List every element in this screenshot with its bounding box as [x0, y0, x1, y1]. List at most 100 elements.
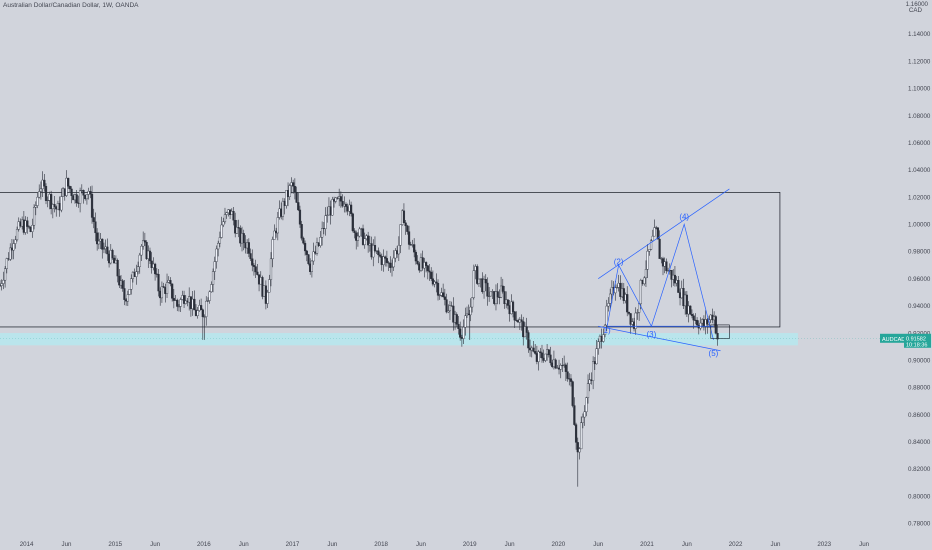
candle-body [4, 268, 7, 281]
candle-body [208, 291, 211, 301]
candle-body [315, 242, 319, 254]
candle-body [426, 265, 429, 272]
candle-body [135, 271, 138, 277]
candle-body [36, 196, 39, 206]
wave-label: (4) [679, 213, 689, 222]
candle-body [293, 185, 296, 193]
candle-body [169, 280, 172, 285]
candle-body [457, 324, 460, 330]
candle-body [547, 349, 550, 356]
candle-body [38, 191, 41, 198]
candle-body [89, 191, 92, 195]
candle-body [488, 295, 491, 297]
candle-body [367, 235, 370, 246]
candle-body [602, 334, 605, 342]
candle-body [303, 242, 307, 252]
candle-body [377, 250, 380, 256]
candle-body [2, 279, 5, 284]
candle-body [34, 205, 37, 208]
candle-body [653, 227, 656, 237]
candle-body [614, 287, 617, 294]
candle-body [578, 448, 581, 453]
candle-body [350, 204, 353, 214]
candle-body [0, 283, 3, 286]
x-tick-label: Jun [327, 541, 338, 548]
candle-body [459, 328, 462, 338]
candle-body [689, 305, 692, 315]
candle-body [31, 225, 34, 232]
candle-body [92, 217, 95, 222]
candle-body [402, 210, 406, 224]
candle-body [431, 278, 435, 285]
candle-body [592, 361, 595, 381]
y-tick-label: 1.10000 [908, 86, 931, 93]
candle-body [544, 353, 547, 361]
candle-body [102, 248, 106, 250]
x-tick-label: Jun [593, 541, 604, 548]
y-tick-label: 0.88000 [908, 385, 931, 392]
candle-body [223, 214, 227, 222]
y-tick-label: 0.96000 [908, 276, 931, 283]
candle-body [271, 239, 274, 260]
candle-body [520, 319, 523, 322]
candle-body [665, 261, 668, 272]
candle-body [26, 220, 29, 227]
candle-body [182, 295, 186, 304]
candle-body [603, 324, 607, 335]
candle-body [389, 262, 392, 268]
candle-body [644, 269, 648, 279]
candle-body [213, 261, 216, 272]
candle-body [626, 294, 629, 313]
candle-body [677, 279, 680, 293]
candle-body [79, 190, 82, 204]
candle-body [65, 177, 68, 196]
candle-body [14, 239, 17, 244]
candle-body [394, 250, 397, 259]
candle-body [382, 256, 385, 265]
y-tick-label: 0.94000 [908, 303, 931, 310]
candle-body [225, 212, 228, 215]
candle-body [85, 194, 89, 200]
candle-body [5, 258, 8, 269]
candle-body [574, 424, 578, 443]
candle-body [527, 332, 530, 349]
candle-body [305, 250, 308, 255]
candle-body [312, 251, 315, 262]
candle-body [501, 285, 504, 292]
candle-body [569, 378, 573, 382]
candle-body [476, 266, 479, 284]
candle-body [176, 299, 179, 307]
x-tick-label: 2022 [729, 541, 743, 548]
candle-body [237, 227, 240, 229]
candle-body [205, 300, 208, 317]
candle-body [539, 351, 542, 354]
candle-body [627, 311, 631, 314]
candle-body [452, 305, 455, 323]
y-tick-label: 1.02000 [908, 194, 931, 201]
candle-body [438, 295, 441, 297]
candle-body [307, 254, 310, 265]
candle-body [140, 245, 143, 256]
candle-body [43, 179, 46, 187]
candle-body [60, 196, 63, 211]
candle-body [494, 291, 498, 304]
candle-body [471, 297, 474, 308]
wave-line [598, 188, 730, 279]
y-tick-label: 0.84000 [908, 439, 931, 446]
candle-body [716, 333, 719, 340]
candle-body [295, 192, 298, 203]
candle-body [443, 296, 446, 300]
candle-body [363, 238, 366, 245]
candle-body [656, 227, 659, 240]
candle-body [424, 262, 428, 266]
candle-body [254, 266, 257, 273]
candle-body [331, 199, 334, 216]
y-tick-label: 1.04000 [908, 167, 931, 174]
candle-body [639, 280, 642, 304]
x-tick-label: Jun [505, 541, 516, 548]
y-tick-label: 1.14000 [908, 31, 931, 38]
x-tick-label: 2020 [551, 541, 565, 548]
candle-body [157, 274, 160, 292]
candle-body [130, 278, 133, 290]
